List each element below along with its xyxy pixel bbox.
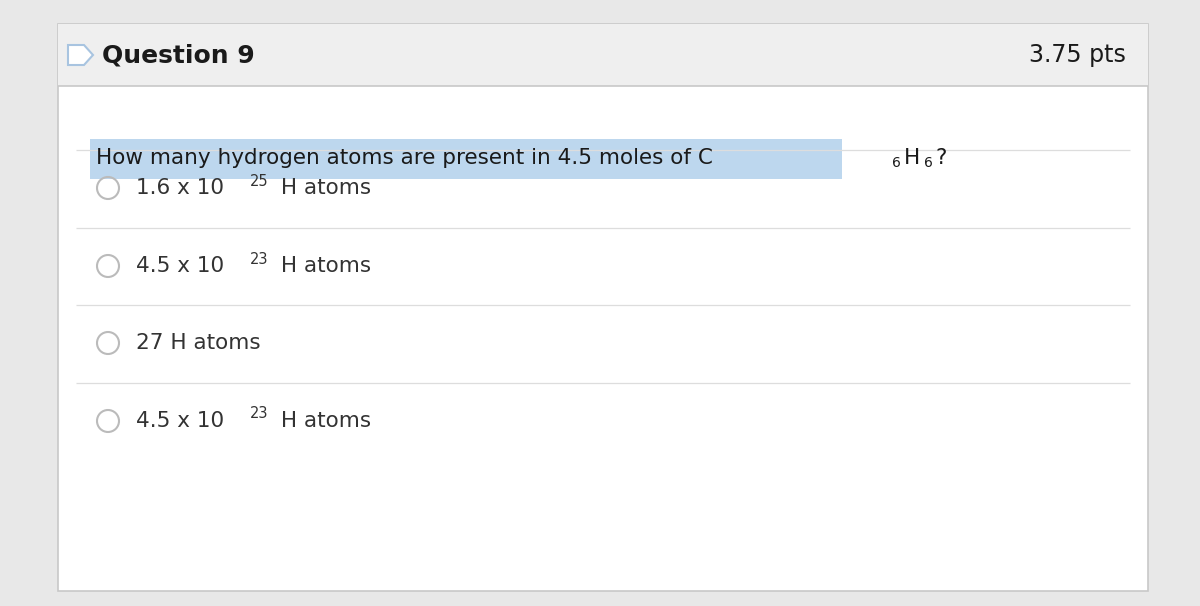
Text: 6: 6: [924, 156, 934, 170]
Polygon shape: [68, 45, 94, 65]
Text: H: H: [904, 148, 919, 168]
Text: 6: 6: [892, 156, 901, 170]
Text: Question 9: Question 9: [102, 43, 254, 67]
FancyBboxPatch shape: [90, 139, 842, 179]
Text: 23: 23: [250, 251, 269, 267]
Text: H atoms: H atoms: [274, 178, 371, 198]
FancyBboxPatch shape: [58, 24, 1148, 86]
Text: 3.75 pts: 3.75 pts: [1030, 43, 1126, 67]
Text: 27 H atoms: 27 H atoms: [136, 333, 260, 353]
Text: 4.5 x 10: 4.5 x 10: [136, 411, 224, 431]
Text: How many hydrogen atoms are present in 4.5 moles of C: How many hydrogen atoms are present in 4…: [96, 148, 713, 168]
Text: 25: 25: [250, 173, 268, 188]
FancyBboxPatch shape: [58, 24, 1148, 591]
Text: H atoms: H atoms: [274, 411, 371, 431]
Text: 1.6 x 10: 1.6 x 10: [136, 178, 224, 198]
Text: 23: 23: [250, 407, 269, 422]
Text: H atoms: H atoms: [274, 256, 371, 276]
Text: ?: ?: [936, 148, 947, 168]
Text: 4.5 x 10: 4.5 x 10: [136, 256, 224, 276]
